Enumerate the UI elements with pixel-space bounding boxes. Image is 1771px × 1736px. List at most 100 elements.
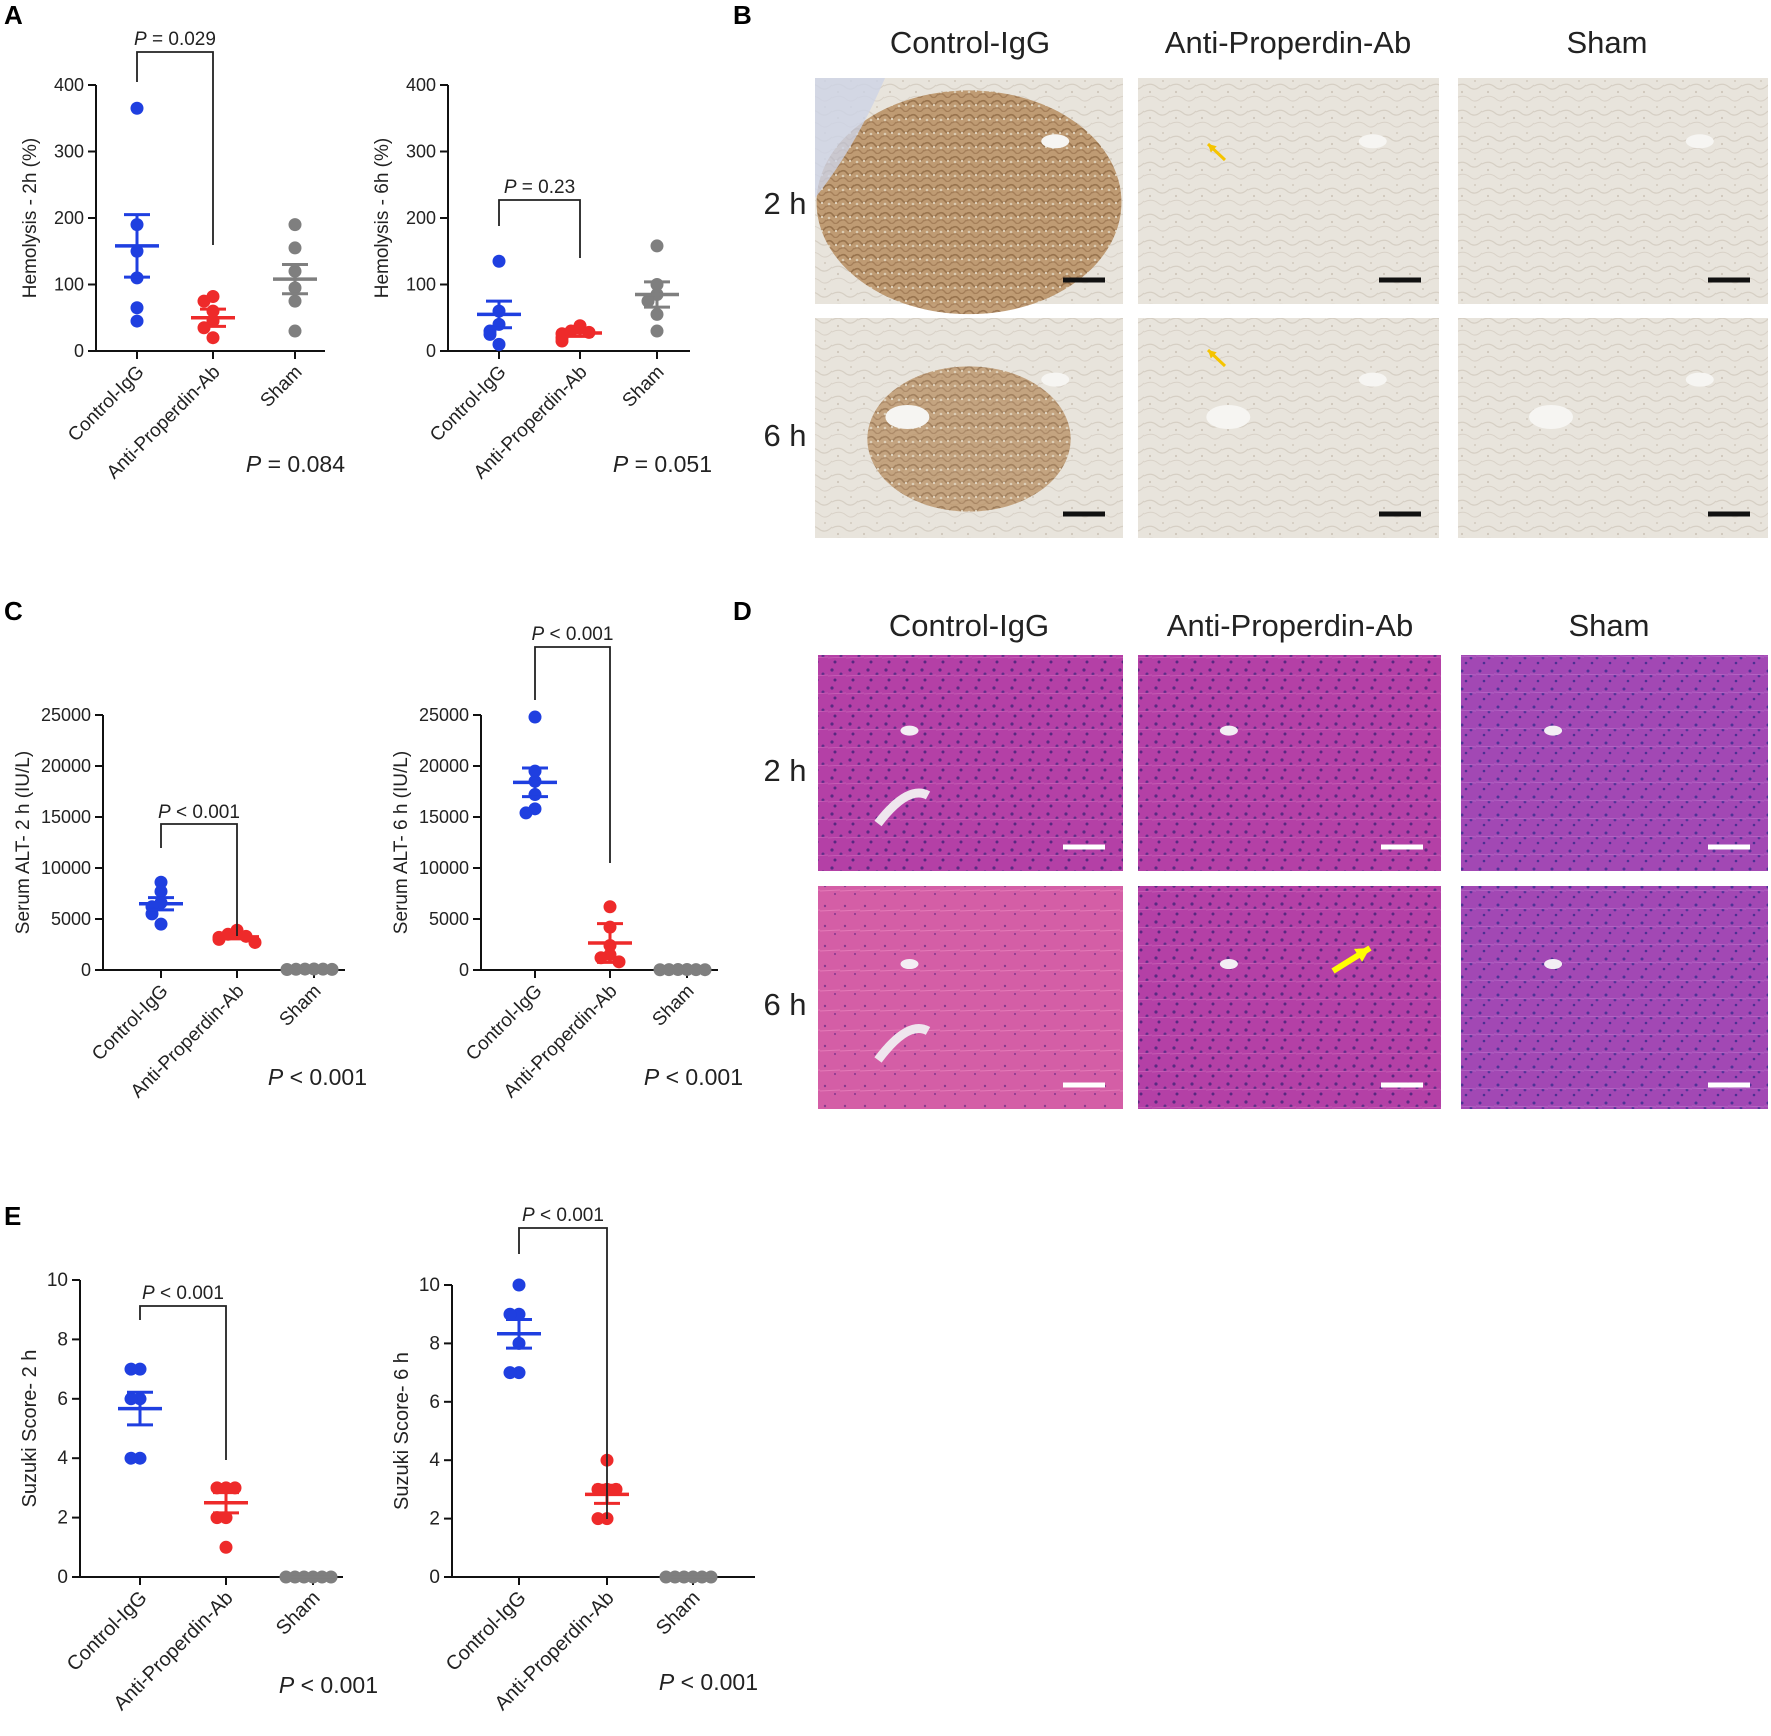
y-tick-label: 25000	[41, 705, 91, 725]
data-point	[288, 294, 302, 308]
chart-hemolysis-6h: 0 100 200 300 400 Hemolysis - 6h (%) Control-I…	[372, 75, 712, 483]
category-label-control-igg: Control-IgG	[64, 362, 148, 446]
y-tick-label: 400	[406, 75, 436, 95]
data-point	[650, 307, 664, 321]
y-tick-label: 0	[74, 341, 84, 361]
series-sham	[279, 1570, 338, 1584]
y-tick-label: 5000	[51, 909, 91, 929]
significance-bracket	[498, 199, 581, 258]
series-anti-properdin-ab	[555, 319, 602, 348]
overall-p-value: P < 0.001	[279, 1672, 378, 1698]
y-tick-label: 6	[57, 1389, 68, 1410]
series-sham	[653, 962, 712, 977]
y-tick-label: 300	[54, 142, 84, 162]
data-point	[659, 1570, 673, 1584]
micrograph-tile	[1138, 318, 1439, 538]
y-tick-label: 8	[57, 1329, 68, 1350]
panel-letter-e: E	[4, 1201, 21, 1231]
bracket-p-value: P = 0.23	[504, 177, 575, 198]
row-label: 6 h	[763, 987, 806, 1022]
overall-p-value: P = 0.051	[613, 451, 712, 477]
y-tick-label: 0	[81, 960, 91, 980]
significance-bracket	[160, 823, 238, 936]
series-control-igg	[497, 1278, 541, 1380]
data-point	[519, 806, 533, 820]
he-micrograph-panel: Control-IgG Anti-Properdin-Ab Sham 2 h 6 h	[763, 608, 1768, 1109]
data-point	[210, 1511, 224, 1525]
data-point	[653, 963, 667, 977]
y-tick-label: 2	[57, 1508, 68, 1529]
y-tick-label: 20000	[41, 756, 91, 776]
chart-serum-alt-6h: 0 5000 10000 15000 20000 25000 Serum ALT- 6 h …	[391, 624, 743, 1102]
column-header-sham: Sham	[1569, 608, 1650, 643]
data-point	[130, 101, 144, 115]
y-tick-label: 2	[429, 1509, 440, 1530]
significance-bracket	[139, 1305, 227, 1460]
y-axis-label: Hemolysis - 2h (%)	[20, 138, 41, 298]
y-tick-label: 0	[459, 960, 469, 980]
bracket-p-value: P < 0.001	[158, 802, 240, 823]
panel-letter-c: C	[4, 596, 23, 626]
data-point	[124, 1392, 138, 1406]
y-tick-label: 5000	[429, 909, 469, 929]
data-point	[124, 1362, 138, 1376]
y-tick-label: 20000	[419, 756, 469, 776]
y-tick-label: 10	[419, 1275, 440, 1296]
micrograph-tile	[1138, 886, 1441, 1109]
overall-p-value: P < 0.001	[659, 1669, 758, 1695]
data-point	[650, 324, 664, 338]
y-tick-label: 6	[429, 1392, 440, 1413]
data-point	[219, 1511, 233, 1525]
series-control-igg	[513, 710, 557, 820]
y-tick-label: 100	[406, 275, 436, 295]
y-tick-label: 10	[47, 1270, 68, 1291]
data-point	[483, 327, 497, 341]
micrograph-tile	[1461, 886, 1768, 1109]
data-point	[212, 932, 226, 946]
category-label-sham: Sham	[272, 1587, 325, 1640]
data-point	[133, 1362, 147, 1376]
data-point	[124, 1451, 138, 1465]
data-point	[512, 1307, 526, 1321]
micrograph-tile	[1138, 78, 1439, 304]
category-label-sham: Sham	[276, 981, 326, 1031]
micrograph-tile	[1458, 78, 1768, 304]
row-label: 6 h	[763, 418, 806, 453]
y-tick-label: 4	[57, 1448, 68, 1469]
significance-bracket	[136, 51, 214, 245]
category-label-control-igg: Control-IgG	[442, 1587, 531, 1676]
data-point	[492, 337, 506, 351]
data-point	[154, 884, 168, 898]
series-sham	[635, 239, 679, 338]
data-point	[133, 1451, 147, 1465]
series-sham	[273, 218, 317, 338]
data-point	[219, 1540, 233, 1554]
micrograph-tile	[818, 886, 1123, 1109]
series-control-igg	[115, 101, 159, 328]
y-tick-label: 0	[429, 1567, 440, 1588]
data-point	[279, 1570, 293, 1584]
y-axis-label: Serum ALT- 2 h (IU/L)	[13, 751, 34, 934]
data-point	[280, 962, 294, 976]
y-tick-label: 15000	[419, 807, 469, 827]
micrograph-tile	[815, 318, 1123, 538]
data-point	[154, 875, 168, 889]
overall-p-value: P < 0.001	[268, 1064, 367, 1090]
panel-letter-d: D	[733, 596, 752, 626]
y-axis-label: Serum ALT- 6 h (IU/L)	[391, 751, 412, 934]
data-point	[603, 900, 617, 914]
chart-hemolysis-2h: 0 100 200 300 400 Hemolysis - 2h (%) Control-I…	[20, 29, 345, 483]
data-point	[130, 301, 144, 315]
y-axis-label: Suzuki Score- 6 h	[391, 1352, 413, 1510]
column-header-control-igg: Control-IgG	[889, 608, 1049, 643]
arrow-icon	[1331, 945, 1372, 974]
y-tick-label: 400	[54, 75, 84, 95]
panel-letter-a: A	[4, 0, 23, 30]
data-point	[228, 1481, 242, 1495]
column-header-sham: Sham	[1567, 25, 1648, 60]
micrograph-tile	[1461, 655, 1768, 871]
y-tick-label: 0	[57, 1567, 68, 1588]
